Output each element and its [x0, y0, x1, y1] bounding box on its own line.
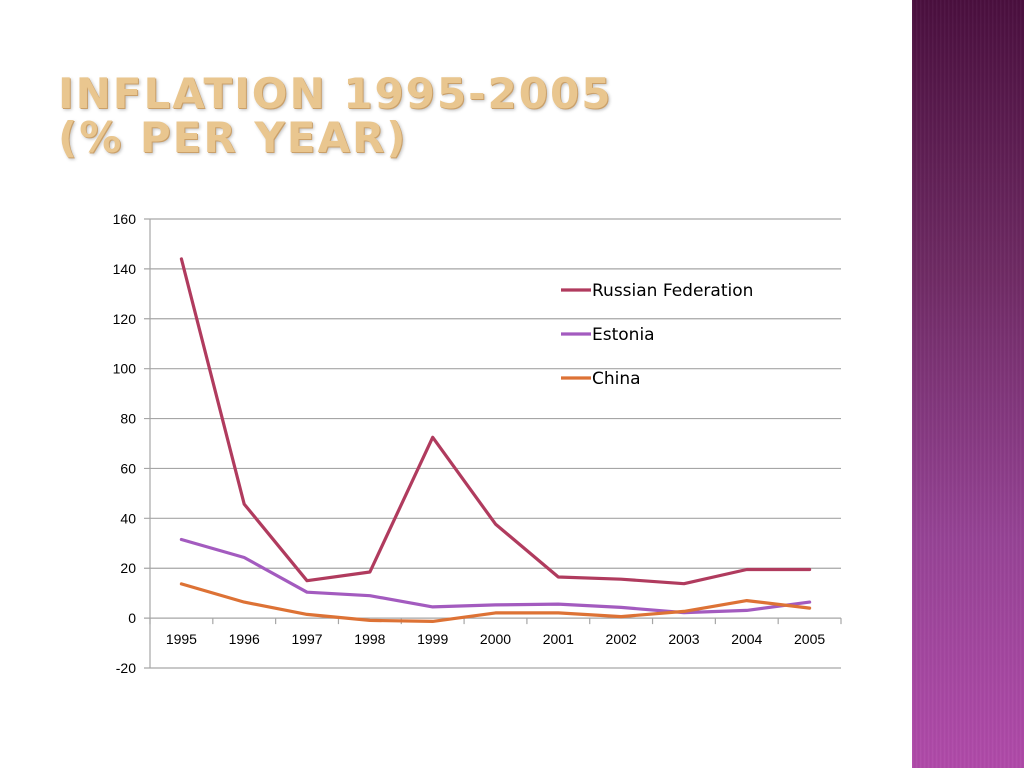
x-tick-label: 2001 [543, 631, 574, 647]
legend-label-russian-federation: Russian Federation [592, 281, 753, 301]
y-tick-label: 100 [113, 361, 137, 377]
x-tick-label: 2000 [480, 631, 511, 647]
legend: Russian Federation Estonia China [561, 281, 753, 389]
y-tick-label: 0 [128, 610, 136, 626]
axes: -20 0 20 40 60 80 100 120 140 160 1995 1996 1997 1998… [113, 211, 842, 676]
x-tick-label: 2003 [668, 631, 699, 647]
x-tick-label: 2004 [731, 631, 762, 647]
x-tick-label: 2002 [606, 631, 637, 647]
slide-title-line2: (% per year) [58, 113, 408, 162]
y-tick-label: 120 [113, 311, 137, 327]
y-tick-label: 60 [120, 460, 136, 476]
slide-title-line1: Inflation 1995-2005 [58, 69, 613, 118]
x-tick-label: 1997 [291, 631, 322, 647]
side-decoration-band [912, 0, 1024, 768]
series-line-china [179, 582, 812, 624]
legend-label-estonia: Estonia [592, 325, 655, 345]
x-tick-label: 2005 [794, 631, 825, 647]
legend-label-china: China [592, 369, 641, 389]
y-tick-label: 160 [113, 211, 137, 227]
y-tick-label: 20 [120, 560, 136, 576]
gridlines [144, 218, 841, 669]
x-tick-label: 1998 [354, 631, 385, 647]
y-tick-label: 140 [113, 261, 137, 277]
series-lines [179, 257, 812, 624]
slide-title: Inflation 1995-2005 (% per year) [58, 72, 878, 160]
x-tick-label: 1995 [166, 631, 197, 647]
y-tick-label: 80 [120, 411, 136, 427]
series-line-estonia [179, 537, 812, 615]
series-line-russian-federation [179, 257, 812, 586]
x-tick-label: 1999 [417, 631, 448, 647]
y-tick-label: -20 [116, 660, 136, 676]
x-tick-label: 1996 [229, 631, 260, 647]
y-tick-label: 40 [120, 510, 136, 526]
inflation-line-chart: -20 0 20 40 60 80 100 120 140 160 1995 1996 1997 1998… [113, 211, 842, 676]
